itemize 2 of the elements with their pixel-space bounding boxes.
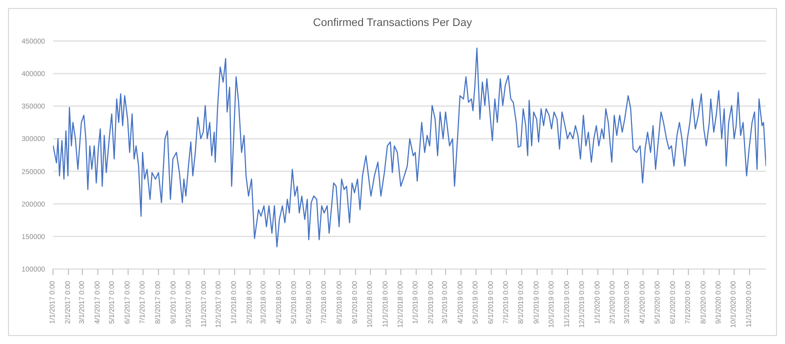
line-series [53, 48, 766, 248]
chart-title: Confirmed Transactions Per Day [312, 16, 473, 31]
